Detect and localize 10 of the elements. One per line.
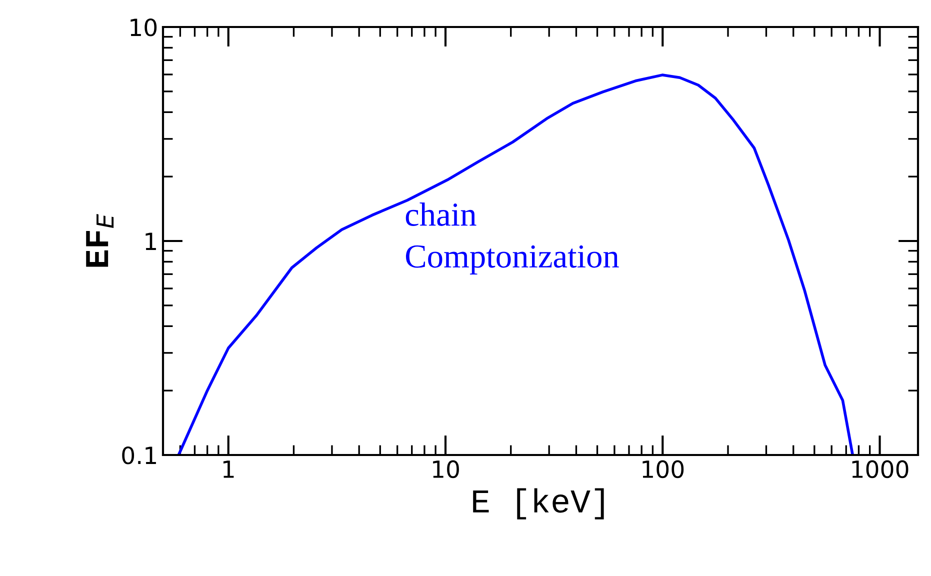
- x-axis-title: E [keV]: [473, 488, 604, 520]
- x-tick-label: 10: [433, 460, 459, 478]
- x-tick-label: 100: [642, 460, 684, 478]
- annotation: chain Comptonization: [406, 202, 619, 275]
- y-tick-label: 1: [146, 232, 156, 250]
- x-tick-label: 1: [223, 460, 234, 478]
- y-axis-title: EF$_{E}$: [86, 214, 114, 267]
- y-tick-label: 10: [130, 18, 157, 36]
- y-tick-label: 0.1: [122, 446, 156, 464]
- x-tick-label: 1000: [852, 460, 908, 478]
